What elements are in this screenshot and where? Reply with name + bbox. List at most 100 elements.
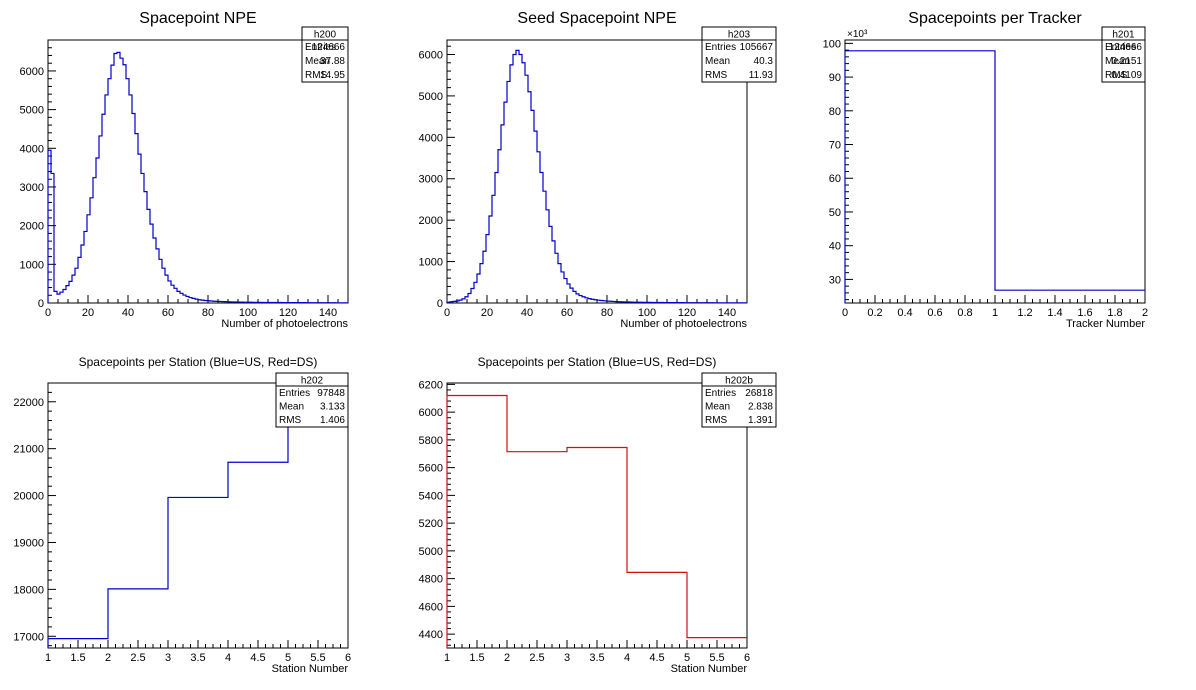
stats-value: 0.2151 (1111, 56, 1142, 67)
x-tick-label: 1.4 (1047, 307, 1062, 319)
stats-value: 26818 (745, 388, 773, 399)
stats-key: Mean (705, 56, 730, 67)
y-tick-label: 19000 (13, 537, 44, 549)
x-tick-label: 0.8 (957, 307, 972, 319)
histogram-panel-4: Spacepoints per Station (Blue=US, Red=DS… (419, 355, 777, 675)
x-tick-label: 140 (718, 307, 736, 319)
stats-key: Entries (705, 388, 736, 399)
y-tick-label: 1000 (419, 257, 443, 269)
x-tick-label: 3 (165, 652, 171, 664)
y-tick-label: 21000 (13, 444, 44, 456)
x-tick-label: 1.5 (70, 652, 85, 664)
x-tick-label: 0 (444, 307, 450, 319)
stats-value: 14.95 (320, 70, 345, 81)
stats-key: Mean (305, 56, 330, 67)
y-tick-label: 50 (829, 207, 841, 219)
x-tick-label: 3 (564, 652, 570, 664)
stats-key: Mean (1105, 56, 1130, 67)
x-tick-label: 6 (345, 652, 351, 664)
y-tick-label: 0 (38, 298, 44, 310)
stats-value: 11.93 (749, 70, 774, 81)
x-tick-label: 3.5 (190, 652, 205, 664)
x-tick-label: 4.5 (649, 652, 664, 664)
x-tick-label: 20 (82, 307, 94, 319)
stats-key: Entries (279, 388, 310, 399)
stats-name: h200 (314, 30, 337, 41)
stats-name: h202b (725, 376, 753, 387)
y-tick-label: 4600 (419, 601, 443, 613)
y-tick-label: 6000 (419, 407, 443, 419)
histogram-line (446, 49, 747, 304)
stats-value: 0.4109 (1111, 70, 1142, 81)
y-tick-label: 2000 (20, 221, 44, 233)
stats-key: RMS (705, 415, 728, 426)
x-tick-label: 1.2 (1017, 307, 1032, 319)
y-tick-label: 30 (829, 274, 841, 286)
stats-value: 3.133 (320, 402, 345, 413)
stats-key: RMS (1105, 70, 1128, 81)
x-tick-label: 80 (601, 307, 613, 319)
x-tick-label: 60 (561, 307, 573, 319)
x-tick-label: 40 (122, 307, 134, 319)
histogram-line (844, 50, 1145, 303)
x-tick-label: 1 (45, 652, 51, 664)
stats-value: 124666 (312, 42, 346, 53)
y-tick-label: 5000 (20, 105, 44, 117)
y-tick-label: 5000 (419, 91, 443, 103)
stats-value: 105667 (740, 42, 774, 53)
x-tick-label: 140 (319, 307, 337, 319)
stats-key: RMS (279, 415, 302, 426)
stats-box-frame (275, 372, 349, 428)
y-tick-label: 70 (829, 140, 841, 152)
y-tick-label: 4800 (419, 574, 443, 586)
histogram-panel-1: Seed Spacepoint NPE 0 20 40 60 80 100 120 140 0 10… (419, 10, 777, 330)
stats-key: Mean (705, 402, 730, 413)
x-tick-label: 6 (744, 652, 750, 664)
stats-value: 40.3 (754, 56, 774, 67)
chart-title: Spacepoint NPE (139, 10, 256, 27)
x-tick-label: 0 (842, 307, 848, 319)
y-tick-label: 0 (437, 298, 443, 310)
stats-box-frame (1101, 26, 1146, 83)
y-tick-label: 5800 (419, 435, 443, 447)
y-tick-label: 4000 (20, 143, 44, 155)
stats-value: 2.838 (748, 402, 773, 413)
y-tick-label: 40 (829, 241, 841, 253)
x-axis-label: Number of photoelectrons (221, 318, 348, 330)
y-tick-label: 5000 (419, 546, 443, 558)
histogram-panel-0: Spacepoint NPE 0 20 40 60 80 100 120 140 0 1000 200… (20, 10, 349, 330)
stats-value: 124666 (1109, 42, 1143, 53)
x-tick-label: 0 (45, 307, 51, 319)
y-tick-label: 3000 (20, 182, 44, 194)
histogram-line (446, 394, 747, 648)
stats-box-frame (301, 26, 349, 83)
stats-name: h201 (1112, 30, 1135, 41)
x-axis-label: Number of photoelectrons (620, 318, 747, 330)
x-tick-label: 0.2 (867, 307, 882, 319)
x-tick-label: 3.5 (589, 652, 604, 664)
y-tick-label: 5600 (419, 463, 443, 475)
histogram-panel-3: Spacepoints per Station (Blue=US, Red=DS… (13, 355, 351, 675)
x-tick-label: 4.5 (250, 652, 265, 664)
y-tick-label: 17000 (13, 631, 44, 643)
y-tick-label: 4400 (419, 629, 443, 641)
y-tick-label: 60 (829, 173, 841, 185)
x-axis-label: Tracker Number (1066, 318, 1145, 330)
histogram-line (47, 394, 348, 648)
y-tick-label: 6200 (419, 379, 443, 391)
y-axis-exponent: ×10³ (847, 29, 868, 40)
y-tick-label: 5400 (419, 490, 443, 502)
chart-title: Spacepoints per Tracker (908, 10, 1082, 27)
x-tick-label: 120 (678, 307, 696, 319)
x-tick-label: 5 (285, 652, 291, 664)
stats-value: 1.406 (320, 415, 345, 426)
stats-key: Mean (279, 402, 304, 413)
x-tick-label: 60 (162, 307, 174, 319)
y-tick-label: 4000 (419, 132, 443, 144)
x-tick-label: 1 (444, 652, 450, 664)
